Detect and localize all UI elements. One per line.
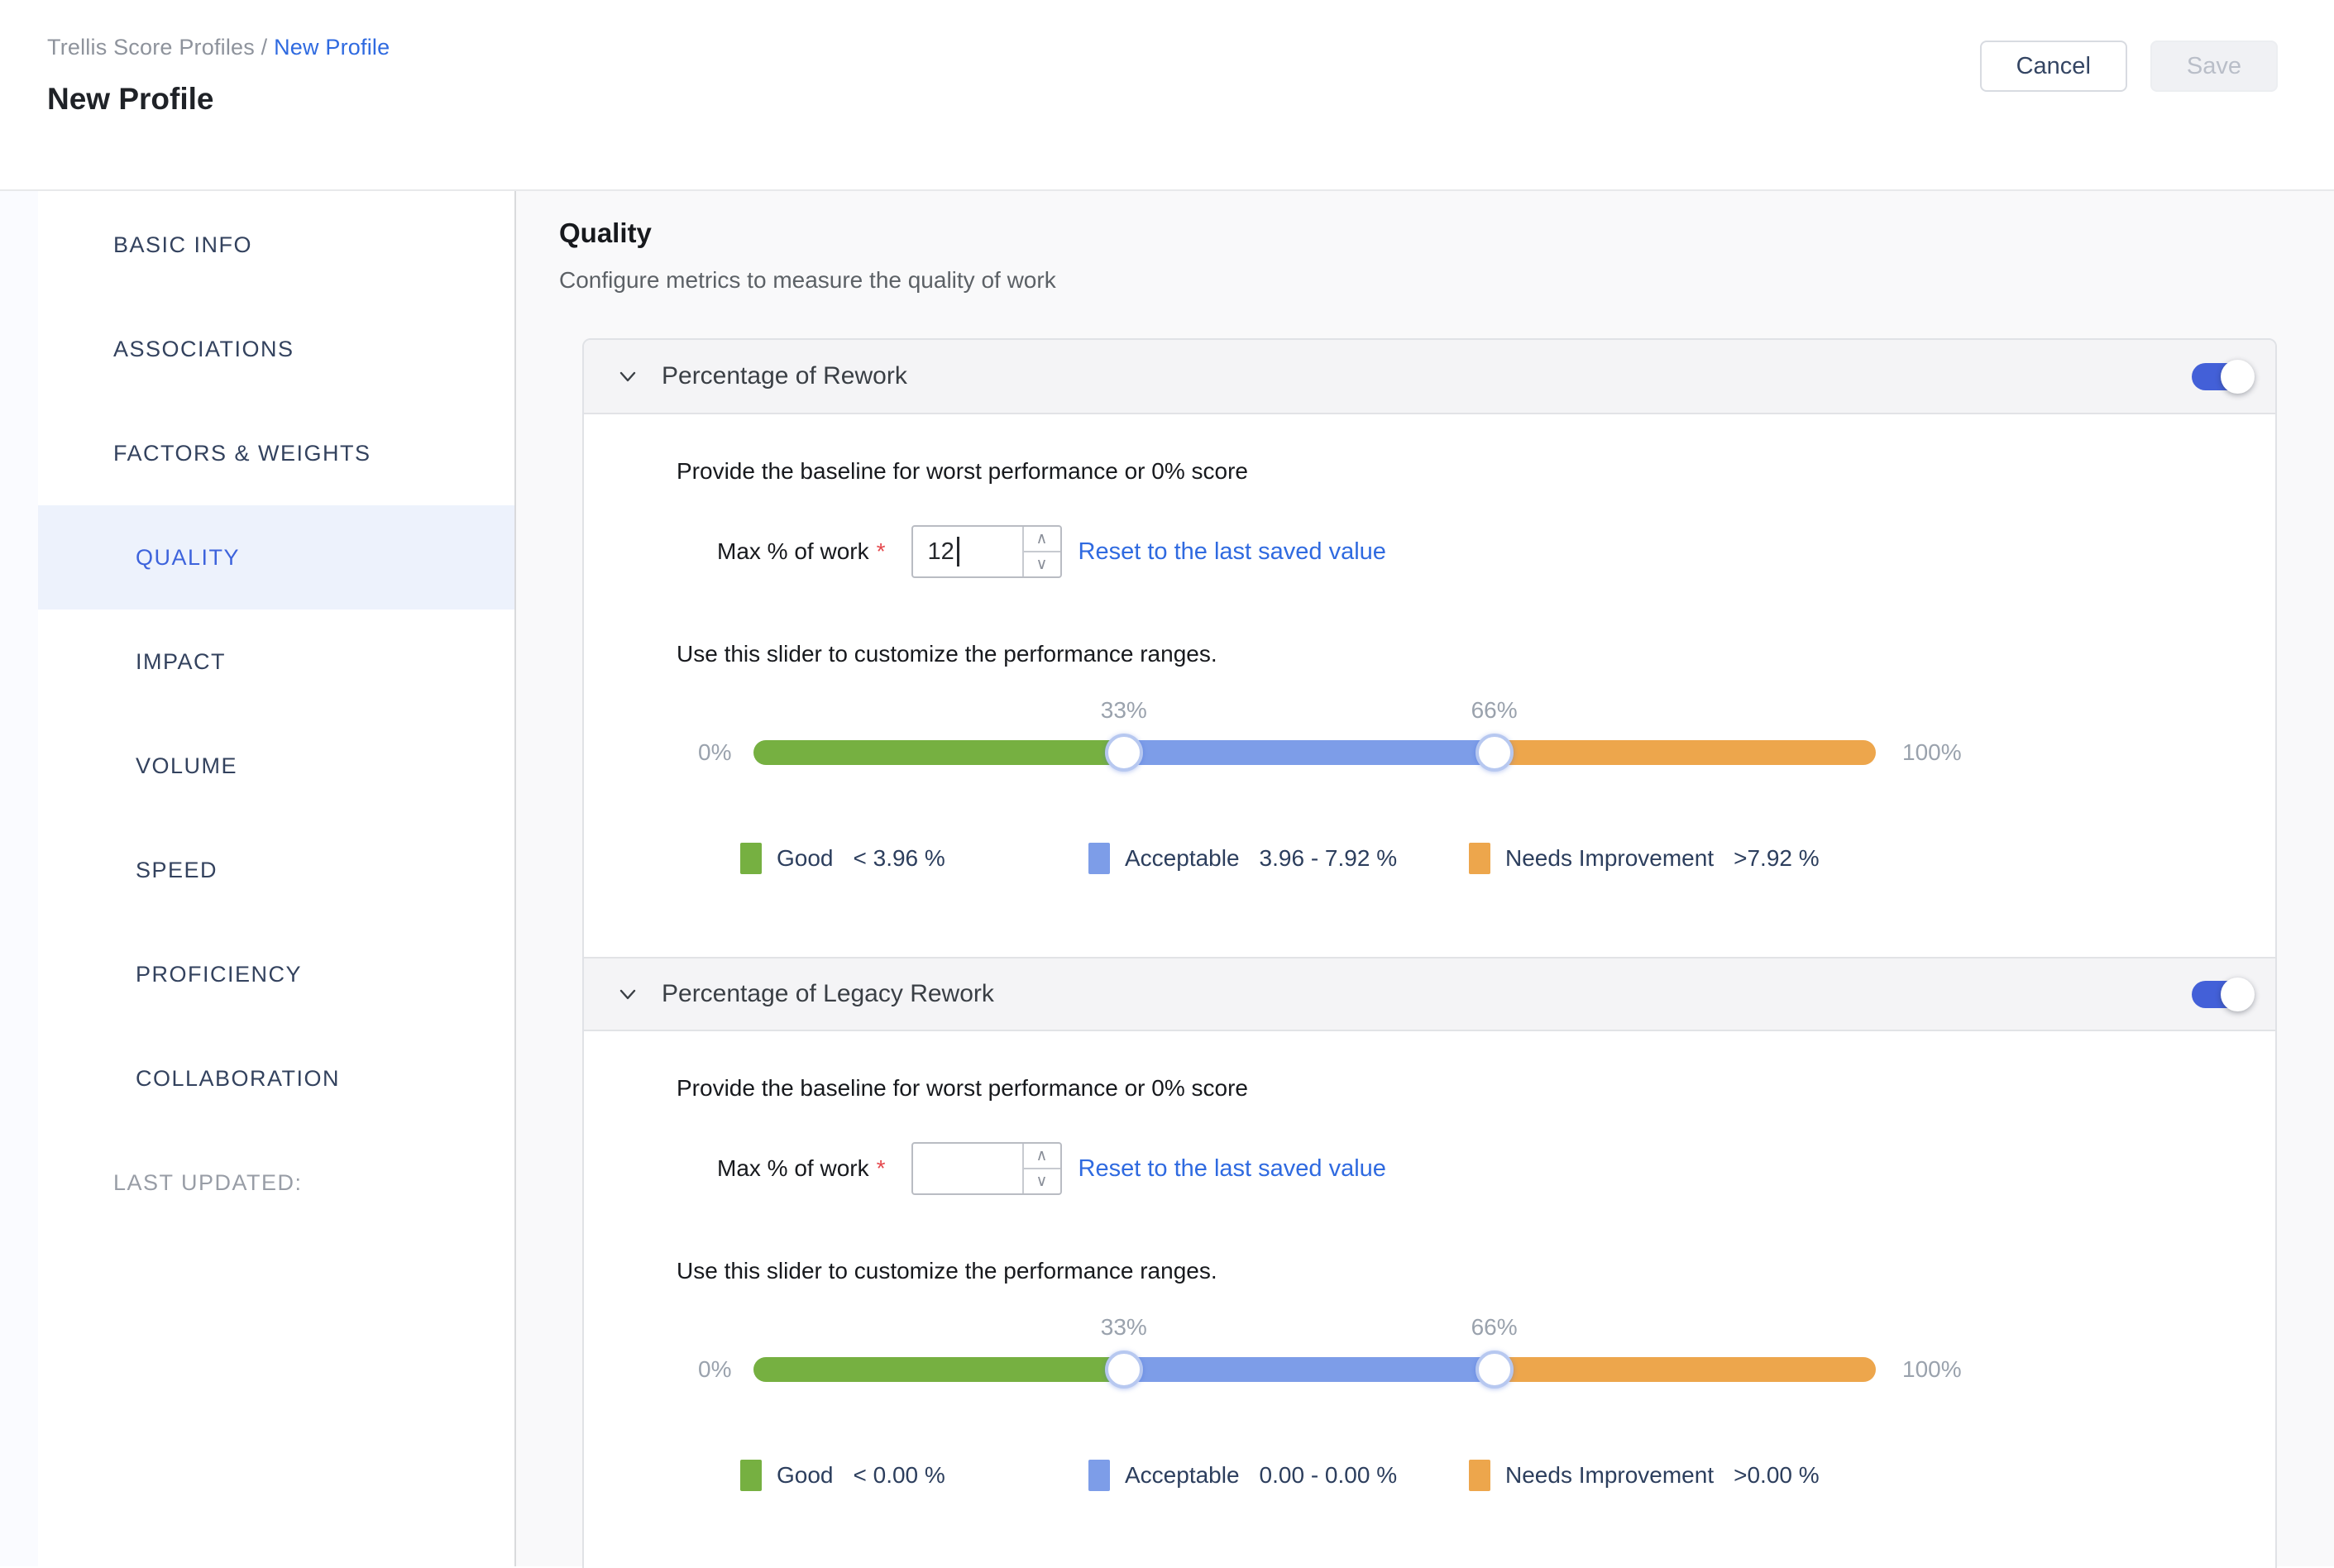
section-title: Percentage of Rework [662,362,907,390]
slider-caption: Use this slider to customize the perform… [677,641,1217,667]
header-actions: Cancel Save [1979,0,2278,189]
metrics-panel: Percentage of Rework Provide the baselin… [582,338,2277,1568]
content-subtitle: Configure metrics to measure the quality… [559,267,1056,293]
section-title: Percentage of Legacy Rework [662,980,994,1007]
slider-min-label: 0% [698,739,732,765]
slider-max-label: 100% [1902,1356,1962,1382]
section-body-rework: Provide the baseline for worst performan… [584,414,2275,957]
top-header: Trellis Score Profiles / New Profile New… [0,0,2334,191]
handle2-percent-label: 66% [1471,697,1518,723]
sidebar-item-associations[interactable]: ASSOCIATIONS [113,336,294,361]
sidebar-item-proficiency[interactable]: PROFICIENCY [136,961,303,987]
slider-track[interactable] [753,1350,1876,1389]
spinner-up-icon[interactable]: ∧ [1023,527,1060,552]
baseline-instruction: Provide the baseline for worst performan… [677,1075,1248,1101]
max-percent-input[interactable]: 12 ∧ ∨ [911,525,1062,578]
acceptable-swatch [1088,1460,1110,1491]
handle1-percent-label: 33% [1100,1314,1147,1340]
slider-handle-1[interactable] [1104,734,1143,772]
max-percent-row: Max % of work * 12 ∧ ∨ Re [677,525,2183,578]
max-percent-row: Max % of work * ∧ ∨ Reset to the last sa… [677,1142,2183,1195]
sidebar-last-updated: LAST UPDATED: [113,1169,303,1195]
sidebar-nav: BASIC INFO ASSOCIATIONS FACTORS & WEIGHT… [38,191,516,1566]
toggle-knob [2221,977,2255,1011]
section-body-legacy-rework: Provide the baseline for worst performan… [584,1031,2275,1568]
slider-handle-2[interactable] [1475,734,1514,772]
rework-enabled-toggle[interactable] [2192,359,2255,394]
breadcrumb-separator: / [254,35,275,60]
sidebar-item-basic-info[interactable]: BASIC INFO [113,232,253,257]
handle1-percent-label: 33% [1100,697,1147,723]
spinner-down-icon[interactable]: ∨ [1035,556,1048,573]
acceptable-swatch [1088,843,1110,874]
max-percent-label: Max % of work [717,1155,869,1181]
sidebar-item-volume[interactable]: VOLUME [136,753,238,778]
number-spinner: ∧ ∨ [1021,1144,1060,1193]
slider-handle-1[interactable] [1104,1350,1143,1389]
performance-range-slider: 33% 66% 0% 100% [677,1314,1967,1422]
section-header-legacy-rework[interactable]: Percentage of Legacy Rework [584,957,2275,1031]
toggle-knob [2221,359,2255,394]
required-asterisk: * [876,1155,886,1181]
legend-item-needs-improvement: Needs Improvement >7.92 % [1469,843,1820,874]
legend-item-acceptable: Acceptable 0.00 - 0.00 % [1088,1460,1469,1491]
sidebar-item-impact[interactable]: IMPACT [136,648,226,674]
main-area: BASIC INFO ASSOCIATIONS FACTORS & WEIGHT… [0,191,2334,1568]
good-swatch [740,843,762,874]
sidebar-item-speed[interactable]: SPEED [136,857,218,882]
range-legend: Good < 3.96 % Acceptable 3.96 - 7.92 % N… [740,843,2183,874]
slider-handle-2[interactable] [1475,1350,1514,1389]
sidebar-item-quality[interactable]: QUALITY [38,505,514,610]
legend-item-needs-improvement: Needs Improvement >0.00 % [1469,1460,1820,1491]
legend-item-good: Good < 3.96 % [740,843,1088,874]
chevron-down-icon[interactable] [615,982,640,1006]
max-percent-label: Max % of work [717,538,869,564]
breadcrumb-root[interactable]: Trellis Score Profiles [47,35,255,60]
performance-range-slider: 33% 66% 0% 100% [677,697,1967,805]
sidebar-item-collaboration[interactable]: COLLABORATION [136,1065,341,1091]
section-header-rework[interactable]: Percentage of Rework [584,340,2275,414]
needs-improvement-swatch [1469,843,1490,874]
section-percentage-of-legacy-rework: Percentage of Legacy Rework Provide the … [584,957,2275,1568]
needs-improvement-swatch [1469,1460,1490,1491]
baseline-instruction: Provide the baseline for worst performan… [677,458,1248,484]
required-asterisk: * [876,538,886,564]
header-left: Trellis Score Profiles / New Profile New… [47,0,390,189]
save-button[interactable]: Save [2150,41,2278,92]
good-swatch [740,1460,762,1491]
section-percentage-of-rework: Percentage of Rework Provide the baselin… [584,340,2275,957]
slider-caption: Use this slider to customize the perform… [677,1258,1217,1284]
max-percent-value: 12 [927,538,954,565]
chevron-down-icon[interactable] [615,364,640,389]
reset-link[interactable]: Reset to the last saved value [1078,1154,1386,1182]
breadcrumb-current[interactable]: New Profile [274,35,390,60]
content-title: Quality [559,218,652,248]
slider-min-label: 0% [698,1356,732,1382]
spinner-down-icon[interactable]: ∨ [1035,1173,1048,1190]
legacy-rework-enabled-toggle[interactable] [2192,977,2255,1011]
legend-item-acceptable: Acceptable 3.96 - 7.92 % [1088,843,1469,874]
page-title: New Profile [47,82,214,116]
max-percent-input[interactable]: ∧ ∨ [911,1142,1062,1195]
handle2-percent-label: 66% [1471,1314,1518,1340]
legend-item-good: Good < 0.00 % [740,1460,1088,1491]
breadcrumb: Trellis Score Profiles / New Profile [47,35,390,60]
range-legend: Good < 0.00 % Acceptable 0.00 - 0.00 % N… [740,1460,2183,1491]
slider-track[interactable] [753,734,1876,772]
cancel-button[interactable]: Cancel [1979,41,2127,92]
number-spinner: ∧ ∨ [1021,527,1060,576]
slider-max-label: 100% [1902,739,1962,765]
reset-link[interactable]: Reset to the last saved value [1078,538,1386,565]
text-caret [956,537,959,566]
left-rail [0,191,38,1566]
spinner-up-icon[interactable]: ∧ [1023,1144,1060,1169]
sidebar-item-factors-weights[interactable]: FACTORS & WEIGHTS [113,440,371,466]
content-area: Quality Configure metrics to measure the… [516,191,2334,1568]
